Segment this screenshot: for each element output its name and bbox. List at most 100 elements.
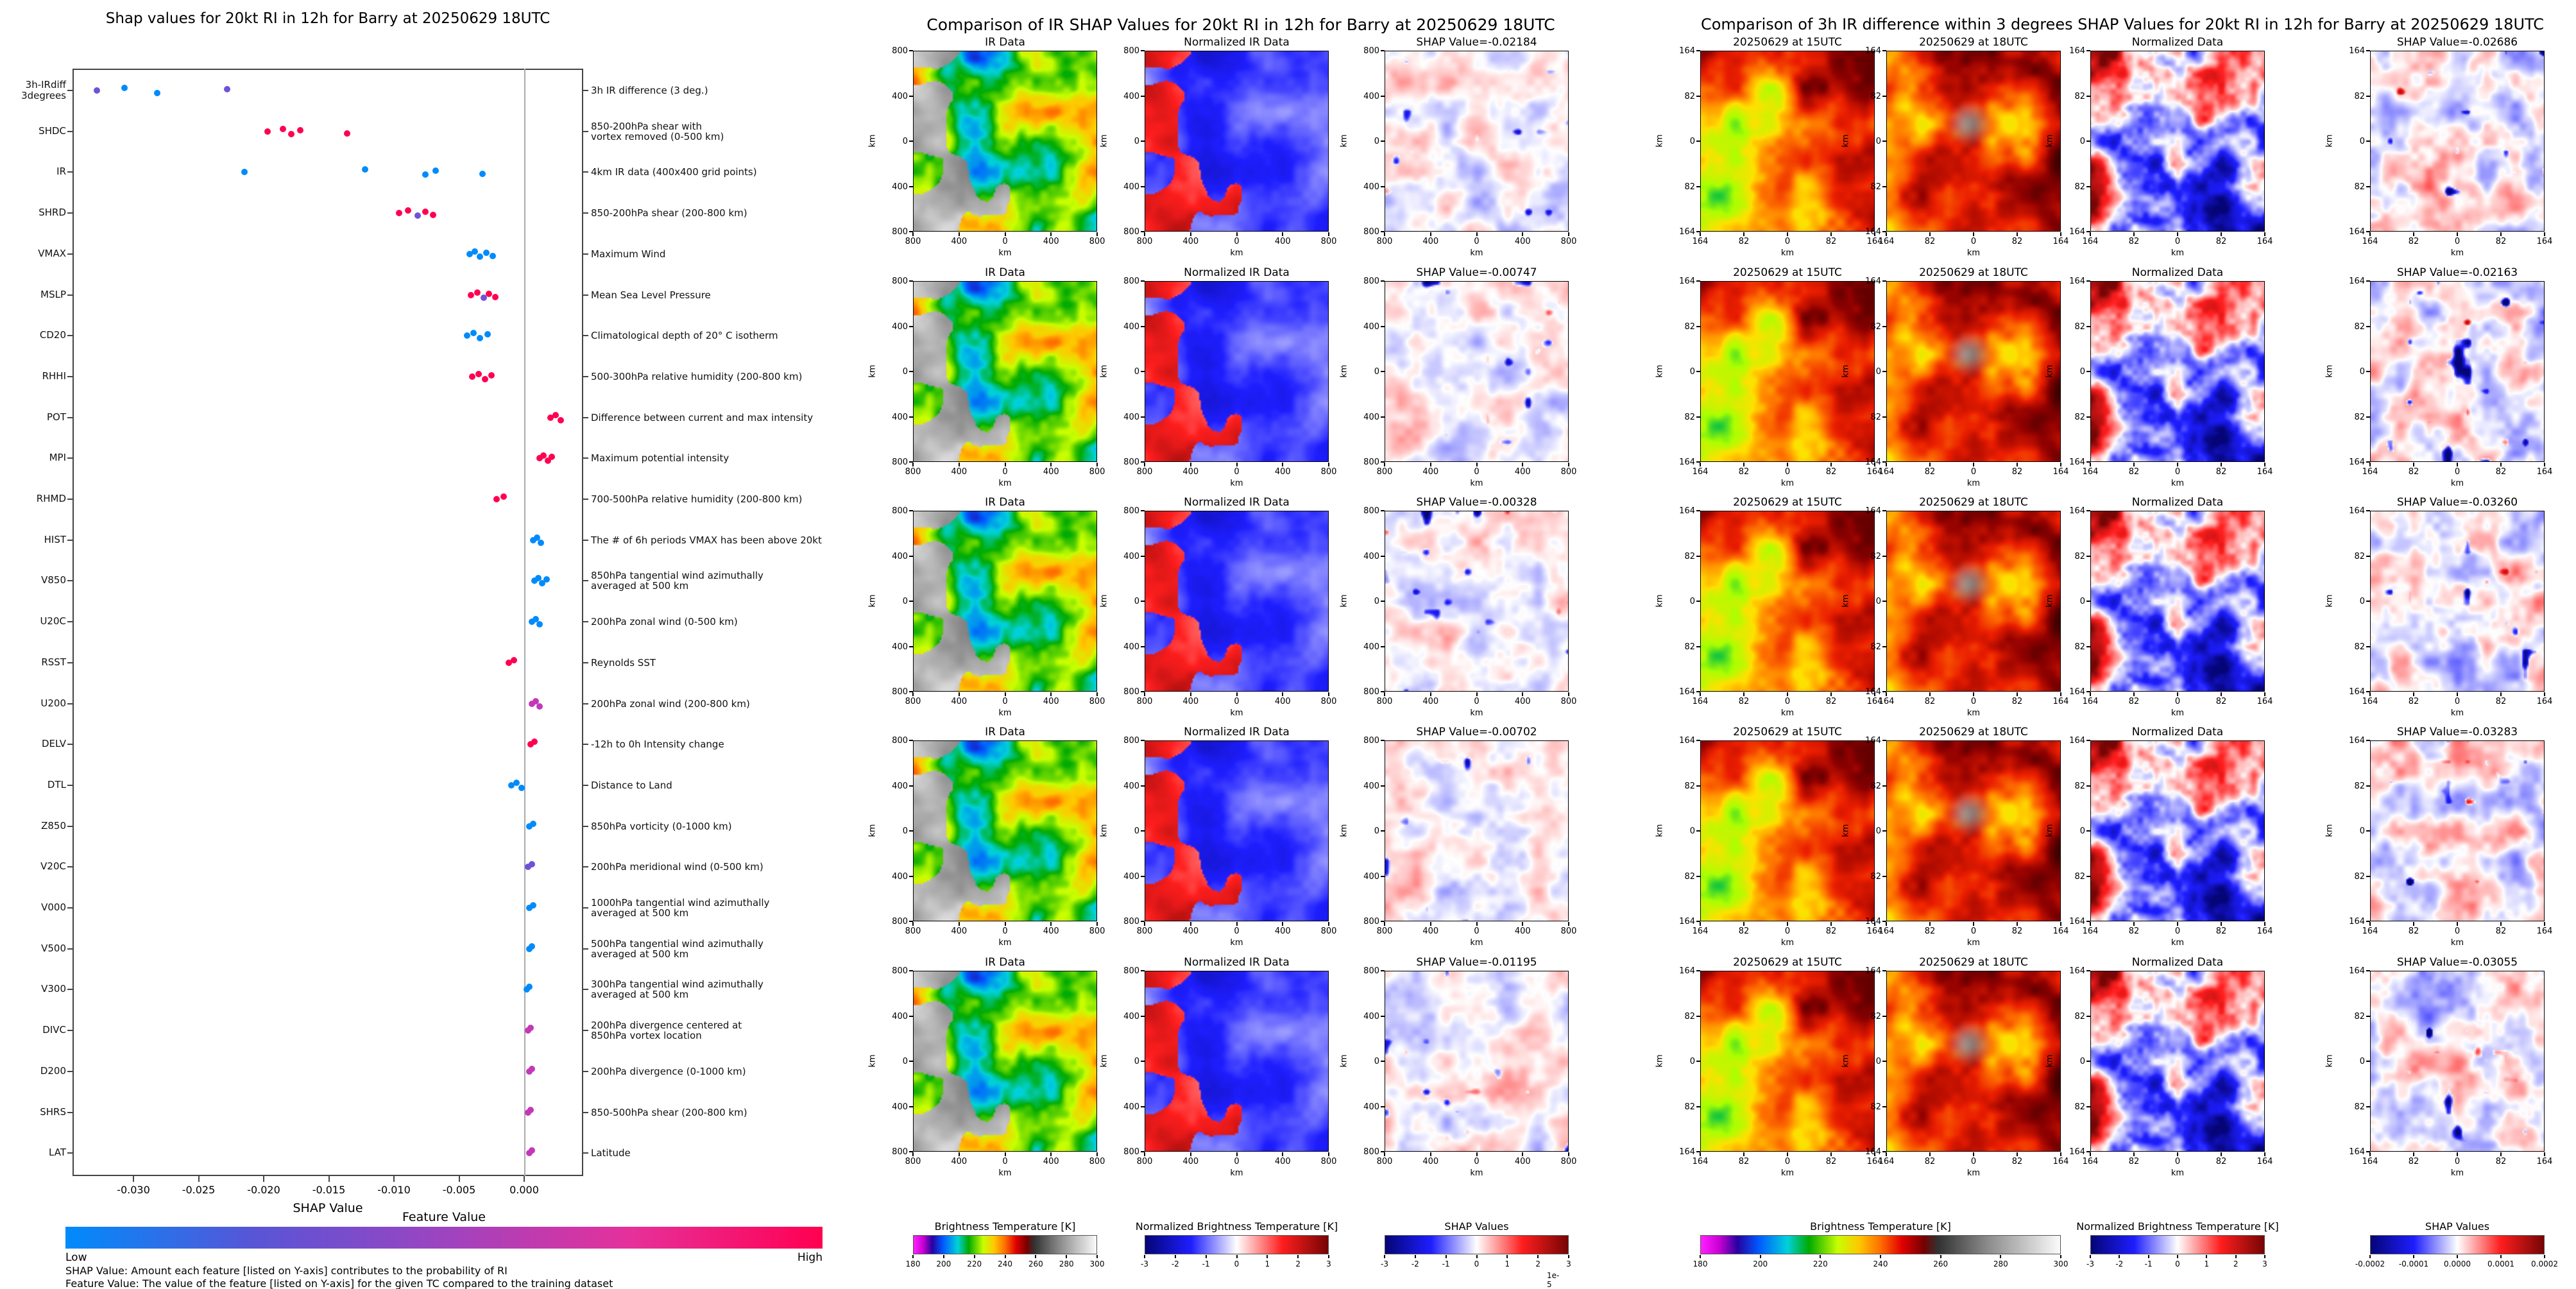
y-tick bbox=[1696, 95, 1700, 97]
x-tick bbox=[1050, 463, 1052, 466]
x-tick bbox=[1874, 1152, 1875, 1156]
y-tick-label: 400 bbox=[1363, 871, 1379, 882]
shap-dot bbox=[432, 167, 439, 175]
subplot-title: Normalized Data bbox=[2131, 266, 2224, 279]
y-axis-label: km bbox=[1655, 594, 1665, 608]
x-tick bbox=[1568, 692, 1569, 696]
y-tick bbox=[1882, 280, 1886, 282]
y-tick-label: 400 bbox=[1123, 642, 1139, 652]
colorbar-tick-label: 0.0002 bbox=[2531, 1259, 2558, 1268]
y-tick-label: 164 bbox=[2069, 457, 2085, 467]
x-tick bbox=[912, 922, 914, 926]
shap2-image-canvas bbox=[2370, 511, 2545, 692]
x-tick-label: 164 bbox=[1866, 467, 1883, 477]
y-axis-label: km bbox=[1099, 594, 1109, 608]
y-tick bbox=[2366, 691, 2370, 692]
ir2-image-canvas bbox=[1700, 971, 1875, 1152]
y-axis-label: km bbox=[1655, 134, 1665, 148]
y-axis-label: km bbox=[1099, 364, 1109, 378]
y-tick bbox=[2366, 510, 2370, 511]
subplot-title: 20250629 at 18UTC bbox=[1919, 956, 2028, 969]
x-tick bbox=[1328, 463, 1329, 466]
x-tick-label: 800 bbox=[1320, 467, 1337, 477]
x-tick bbox=[2221, 232, 2222, 236]
y-tick-label: 164 bbox=[2349, 736, 2365, 746]
y-axis-label: km bbox=[1841, 134, 1851, 148]
y-tick-label: 82 bbox=[1684, 781, 1695, 791]
y-axis-label: km bbox=[2324, 1054, 2335, 1068]
shap-dot bbox=[264, 128, 271, 135]
y-tick-label: 164 bbox=[1679, 687, 1695, 697]
y-tick bbox=[2086, 1151, 2090, 1152]
x-tick bbox=[1429, 1152, 1431, 1156]
y-tick bbox=[909, 231, 913, 232]
y-tick-label: 800 bbox=[892, 46, 908, 56]
x-tick-label: 0 bbox=[1970, 697, 1977, 706]
y-tick bbox=[2086, 970, 2090, 971]
y-tick-label: 400 bbox=[1123, 1102, 1139, 1112]
x-tick-label: 0 bbox=[1234, 926, 1240, 936]
y-tick-label: 164 bbox=[2069, 227, 2085, 237]
feature-value-colorbar-title: Feature Value bbox=[402, 1210, 486, 1224]
feature-desc: 3h IR difference (3 deg.) bbox=[591, 85, 708, 96]
colorbar-tick-label: 300 bbox=[1089, 1259, 1105, 1268]
y-tick-label: 82 bbox=[2354, 642, 2365, 652]
feature-label: V20C bbox=[40, 860, 66, 873]
x-tick bbox=[2133, 922, 2135, 926]
feature-label: VMAX bbox=[38, 247, 66, 259]
colorbar-tick-label: 3 bbox=[2262, 1259, 2267, 1268]
x-tick bbox=[1384, 1152, 1385, 1156]
y-tick-label: 400 bbox=[892, 91, 908, 101]
colorbar-tick-label: 0 bbox=[1474, 1259, 1480, 1268]
colorbar-tick bbox=[2177, 1255, 2178, 1258]
y-tick-right bbox=[583, 499, 588, 500]
y-tick bbox=[1381, 740, 1385, 741]
x-tick bbox=[1743, 922, 1744, 926]
y-tick-label: 164 bbox=[2349, 506, 2365, 516]
y-tick-label: 82 bbox=[1684, 1011, 1695, 1021]
y-tick bbox=[2366, 645, 2370, 647]
y-tick-right bbox=[583, 703, 588, 704]
y-tick bbox=[2086, 461, 2090, 463]
y-tick bbox=[1882, 50, 1886, 51]
x-axis-label: km bbox=[2171, 938, 2185, 948]
y-tick-label: 82 bbox=[2354, 871, 2365, 882]
feature-label: DTL bbox=[47, 778, 66, 790]
colorbar-tick bbox=[2206, 1255, 2208, 1258]
colorbar-tick bbox=[2544, 1255, 2545, 1258]
y-tick-label: 82 bbox=[2074, 871, 2085, 882]
x-tick bbox=[1282, 463, 1284, 466]
irnorm-image-canvas bbox=[1145, 511, 1329, 692]
y-tick-label: 400 bbox=[892, 871, 908, 882]
y-tick bbox=[909, 50, 913, 51]
x-tick-label: 400 bbox=[1514, 237, 1531, 246]
x-tick-label: 82 bbox=[2128, 467, 2140, 477]
y-tick-right bbox=[583, 539, 588, 541]
x-tick-label: 0 bbox=[1784, 926, 1791, 936]
feature-desc: 850-500hPa shear (200-800 km) bbox=[591, 1106, 747, 1118]
shap-dot bbox=[471, 248, 478, 255]
colorbar-gradient bbox=[1145, 1235, 1329, 1254]
x-tick bbox=[1830, 232, 1832, 236]
x-axis-label: km bbox=[1230, 708, 1243, 718]
y-tick-label: 164 bbox=[2349, 917, 2365, 926]
y-tick-label: 800 bbox=[892, 966, 908, 976]
x-tick-label: 400 bbox=[951, 697, 968, 706]
zero-line bbox=[524, 69, 525, 1176]
x-tick bbox=[1328, 692, 1329, 696]
x-tick-label: 0 bbox=[2454, 467, 2461, 477]
subplot-title: SHAP Value=-0.02184 bbox=[1416, 36, 1537, 49]
x-tick bbox=[263, 1176, 264, 1182]
x-tick bbox=[1830, 1152, 1832, 1156]
y-tick bbox=[1141, 830, 1145, 832]
colorbar-tick-label: 1 bbox=[2204, 1259, 2210, 1268]
y-tick bbox=[1882, 185, 1886, 187]
x-tick bbox=[1973, 232, 1974, 236]
y-tick-left bbox=[67, 457, 73, 459]
y-tick bbox=[2086, 510, 2090, 511]
x-tick bbox=[1236, 922, 1238, 926]
y-tick-label: 164 bbox=[1865, 687, 1881, 697]
y-tick-label: 400 bbox=[1123, 321, 1139, 332]
x-tick-label: 0 bbox=[1474, 237, 1480, 246]
x-tick bbox=[1929, 463, 1931, 466]
